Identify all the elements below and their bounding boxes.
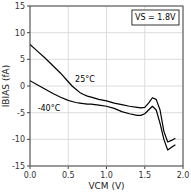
series-label: 25°C [75,75,95,84]
y-grid-line [30,32,183,33]
y-tick-label: 15 [15,2,25,11]
y-tick-label: -15 [12,162,25,171]
x-tick-label: 0.0 [24,171,37,180]
plot-frame [30,6,183,166]
y-grid-line [30,86,183,87]
x-tick-label: 1.0 [100,171,113,180]
y-grid-line [30,139,183,140]
y-grid-line [30,59,183,60]
lines [30,44,175,150]
y-tick-label: 0 [20,82,25,91]
y-tick-label: -10 [12,135,25,144]
x-axis-label: VCM (V) [88,181,124,191]
plot-background [30,6,183,166]
annotation-text: VS = 1.8V [135,13,176,22]
y-tick-label: -5 [17,109,25,118]
x-tick-label: 1.5 [138,171,151,180]
annotation-box [132,10,179,25]
y-tick-label: 5 [20,55,25,64]
y-axis-label: IBIAS (fA) [1,65,11,108]
annotation: VS = 1.8V [132,10,179,25]
x-tick-label: 0.5 [62,171,75,180]
series-label: -40°C [38,104,61,113]
y-tick-label: 10 [15,29,25,38]
series-line [30,81,175,150]
x-tick-label: 2.0 [177,171,190,180]
